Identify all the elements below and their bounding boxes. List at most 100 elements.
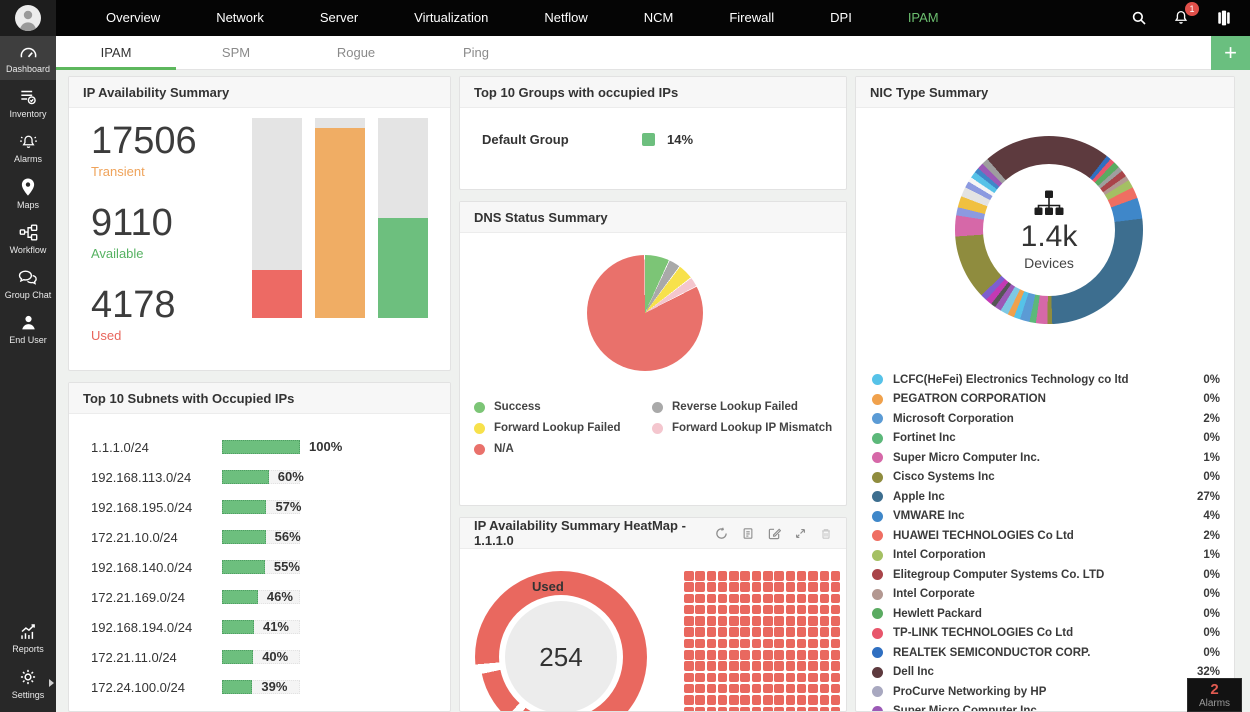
heatmap-cell[interactable] <box>819 638 830 649</box>
heatmap-cell[interactable] <box>751 638 762 649</box>
heatmap-cell[interactable] <box>763 593 773 604</box>
heatmap-cell[interactable] <box>774 695 784 705</box>
nic-legend-row[interactable]: HUAWEI TECHNOLOGIES Co Ltd 2% <box>856 526 1234 546</box>
heatmap-cell[interactable] <box>819 627 830 637</box>
subnet-bar[interactable] <box>222 680 253 694</box>
nav-dpi[interactable]: DPI <box>830 10 852 25</box>
heatmap-cell[interactable] <box>729 706 739 711</box>
heatmap-cell[interactable] <box>729 638 739 649</box>
nav-firewall[interactable]: Firewall <box>729 10 775 25</box>
heatmap-cell[interactable] <box>785 593 796 604</box>
nic-legend-row[interactable]: TP-LINK TECHNOLOGIES Co Ltd 0% <box>856 624 1234 644</box>
search-icon[interactable] <box>1130 9 1148 27</box>
subnet-bar[interactable] <box>222 530 266 544</box>
heatmap-cell[interactable] <box>706 638 717 649</box>
heatmap-cell[interactable] <box>751 683 762 694</box>
subnet-bar[interactable] <box>222 500 267 514</box>
dns-legend-item[interactable]: Forward Lookup Failed <box>474 422 652 434</box>
heatmap-cell[interactable] <box>729 650 739 660</box>
heatmap-cell[interactable] <box>785 661 796 671</box>
heatmap-cell[interactable] <box>729 571 739 581</box>
heatmap-cell[interactable] <box>796 604 807 615</box>
heatmap-cell[interactable] <box>706 616 717 626</box>
nic-legend-row[interactable]: Cisco Systems Inc 0% <box>856 468 1234 488</box>
heatmap-cell[interactable] <box>684 683 694 694</box>
subnet-bar[interactable] <box>222 470 269 484</box>
heatmap-cell[interactable] <box>740 672 750 683</box>
heatmap-cell[interactable] <box>740 616 750 626</box>
heatmap-cell[interactable] <box>695 593 705 604</box>
heatmap-cell[interactable] <box>796 627 807 637</box>
heatmap-cell[interactable] <box>774 672 784 683</box>
heatmap-cell[interactable] <box>751 616 762 626</box>
heatmap-cell[interactable] <box>684 706 694 711</box>
nic-legend-row[interactable]: Super Micro Computer Inc <box>856 702 1234 711</box>
dns-legend-item[interactable]: N/A <box>474 443 652 455</box>
heatmap-cell[interactable] <box>808 706 818 711</box>
dns-legend-item[interactable]: Reverse Lookup Failed <box>652 401 832 413</box>
heatmap-cell[interactable] <box>717 672 728 683</box>
heatmap-cell[interactable] <box>763 638 773 649</box>
heatmap-cell[interactable] <box>684 650 694 660</box>
subnet-bar[interactable] <box>222 650 254 664</box>
heatmap-cell[interactable] <box>808 604 818 615</box>
heatmap-cell[interactable] <box>785 627 796 637</box>
nav-server[interactable]: Server <box>319 10 359 25</box>
heatmap-cell[interactable] <box>830 672 841 683</box>
delete-icon[interactable] <box>820 527 832 540</box>
heatmap-cell[interactable] <box>763 672 773 683</box>
ip-bar-used[interactable] <box>252 118 302 318</box>
heatmap-cell[interactable] <box>729 683 739 694</box>
heatmap-cell[interactable] <box>717 661 728 671</box>
heatmap-cell[interactable] <box>740 650 750 660</box>
heatmap-cell[interactable] <box>717 706 728 711</box>
heatmap-cell[interactable] <box>717 695 728 705</box>
heatmap-cell[interactable] <box>751 604 762 615</box>
nic-legend-row[interactable]: LCFC(HeFei) Electronics Technology co lt… <box>856 370 1234 390</box>
heatmap-cell[interactable] <box>729 627 739 637</box>
heatmap-cell[interactable] <box>684 638 694 649</box>
tab-rogue[interactable]: Rogue <box>336 45 376 60</box>
heatmap-cell[interactable] <box>684 593 694 604</box>
export-icon[interactable] <box>742 527 754 540</box>
heatmap-cell[interactable] <box>796 672 807 683</box>
heatmap-cell[interactable] <box>808 650 818 660</box>
heatmap-cell[interactable] <box>774 683 784 694</box>
heatmap-cell[interactable] <box>751 627 762 637</box>
edit-icon[interactable] <box>768 527 781 540</box>
heatmap-cell[interactable] <box>785 638 796 649</box>
heatmap-cell[interactable] <box>717 571 728 581</box>
heatmap-cell[interactable] <box>751 650 762 660</box>
nic-legend-row[interactable]: Super Micro Computer Inc. 1% <box>856 448 1234 468</box>
nav-ipam[interactable]: IPAM <box>907 10 939 25</box>
nic-legend-row[interactable]: Hewlett Packard 0% <box>856 604 1234 624</box>
heatmap-cell[interactable] <box>751 571 762 581</box>
heatmap-cell[interactable] <box>774 593 784 604</box>
sidebar-item-alarms[interactable]: Alarms <box>0 125 56 170</box>
dns-legend-item[interactable]: Success <box>474 401 652 413</box>
heatmap-cell[interactable] <box>717 604 728 615</box>
heatmap-cell[interactable] <box>819 593 830 604</box>
user-avatar[interactable] <box>0 0 56 36</box>
heatmap-cell[interactable] <box>706 604 717 615</box>
heatmap-cell[interactable] <box>819 582 830 592</box>
heatmap-cell[interactable] <box>717 638 728 649</box>
heatmap-cell[interactable] <box>774 604 784 615</box>
heatmap-cell[interactable] <box>819 672 830 683</box>
heatmap-cell[interactable] <box>808 638 818 649</box>
heatmap-cell[interactable] <box>740 695 750 705</box>
heatmap-cell[interactable] <box>830 661 841 671</box>
heatmap-cell[interactable] <box>729 672 739 683</box>
heatmap-cell[interactable] <box>830 706 841 711</box>
heatmap-cell[interactable] <box>717 627 728 637</box>
nic-legend-row[interactable]: Dell Inc 32% <box>856 663 1234 683</box>
heatmap-cell[interactable] <box>808 582 818 592</box>
sidebar-item-inventory[interactable]: Inventory <box>0 80 56 125</box>
nav-virtualization[interactable]: Virtualization <box>414 10 489 25</box>
heatmap-cell[interactable] <box>695 683 705 694</box>
nic-legend-row[interactable]: VMWARE Inc 4% <box>856 507 1234 527</box>
dns-status-pie-chart[interactable] <box>587 255 703 371</box>
used-ip-gauge[interactable]: 254 <box>475 571 647 711</box>
heatmap-cell[interactable] <box>819 571 830 581</box>
nic-legend-row[interactable]: Intel Corporate 0% <box>856 585 1234 605</box>
